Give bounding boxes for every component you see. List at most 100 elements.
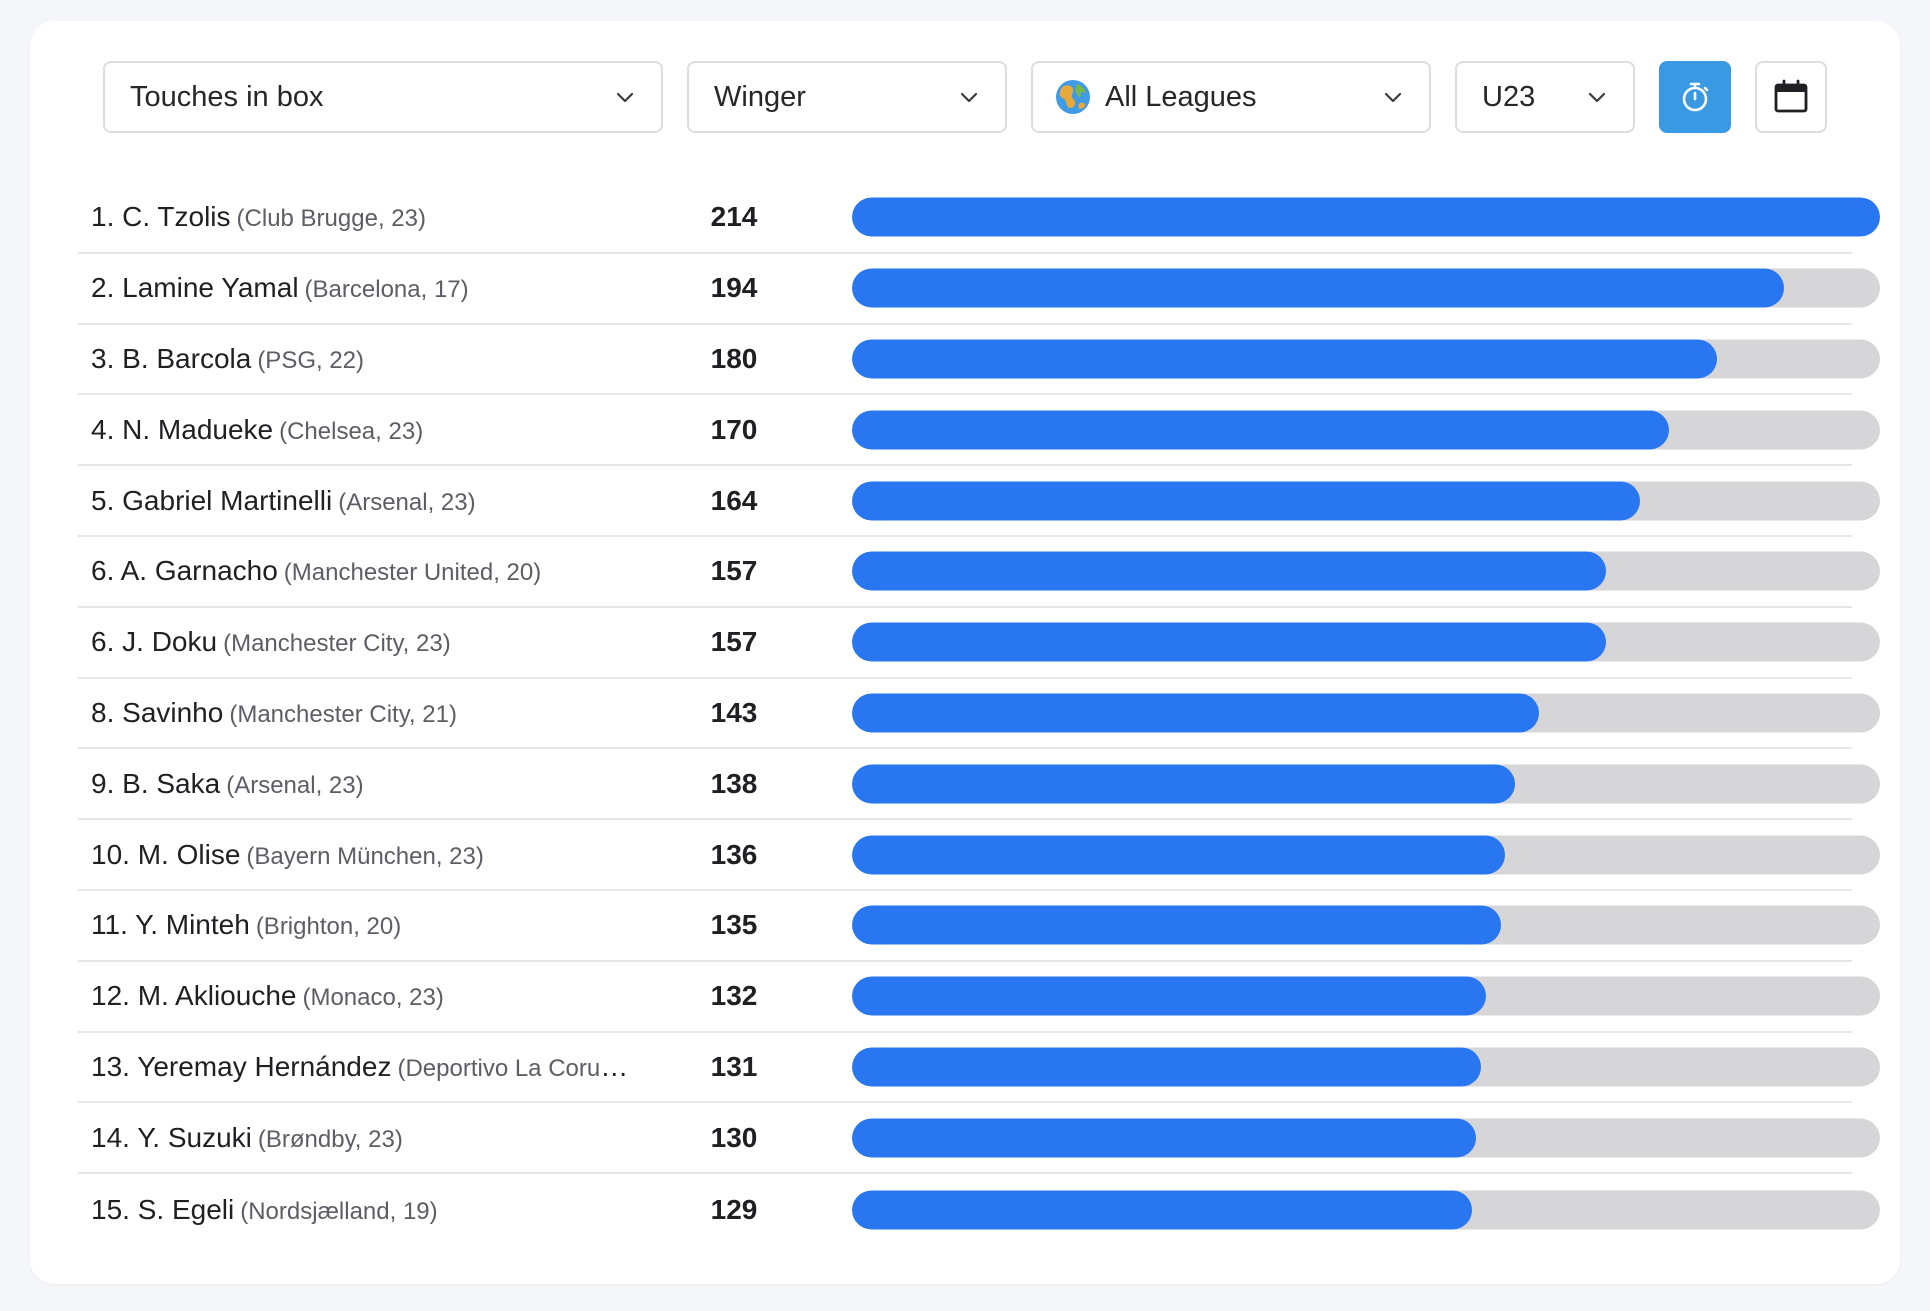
list-item[interactable]: 14. Y. Suzuki (Brøndby, 23) 130 (78, 1103, 1880, 1175)
stat-value: 132 (710, 980, 758, 1012)
list-item[interactable]: 9. B. Saka (Arsenal, 23) 138 (78, 749, 1880, 821)
list-item[interactable]: 6. J. Doku (Manchester City, 23) 157 (78, 608, 1880, 679)
player-name-text: Y. Minteh (135, 909, 250, 941)
stat-bar-fill (852, 268, 1784, 308)
stat-value: 138 (710, 767, 758, 799)
stat-bar-track (852, 197, 1880, 237)
chevron-down-icon (616, 92, 634, 103)
stat-value: 214 (710, 201, 758, 233)
list-item[interactable]: 12. M. Akliouche (Monaco, 23) 132 (78, 962, 1880, 1033)
age-select-label: U23 (1482, 80, 1536, 113)
player-rank: 10. (91, 838, 130, 870)
stat-bar-fill (852, 551, 1607, 591)
stat-bar-fill (852, 976, 1487, 1016)
chevron-down-icon (960, 92, 978, 103)
stat-bar-track (852, 339, 1880, 379)
chevron-down-icon (1384, 92, 1402, 103)
player-name-text: B. Saka (122, 767, 221, 799)
player-rank: 8. (91, 696, 115, 728)
stat-bar-fill (852, 622, 1607, 662)
list-item[interactable]: 2. Lamine Yamal (Barcelona, 17) 194 (78, 254, 1880, 325)
stat-value: 129 (710, 1193, 758, 1225)
player-club-age: (Club Brugge, 23) (236, 205, 426, 233)
metric-select[interactable]: Touches in box (103, 61, 663, 133)
stat-bar-fill (852, 1047, 1482, 1087)
player-club-age: (Bayern München, 23) (246, 842, 484, 870)
leaderboard-card: Touches in box Winger All Leagues (30, 21, 1900, 1284)
list-item[interactable]: 11. Y. Minteh (Brighton, 20) 135 (78, 891, 1880, 962)
list-item[interactable]: 15. S. Egeli (Nordsjælland, 19) 129 (78, 1174, 1880, 1245)
calendar-button[interactable] (1755, 61, 1827, 133)
list-item[interactable]: 3. B. Barcola (PSG, 22) 180 (78, 325, 1880, 396)
player-name: 5. Gabriel Martinelli (Arsenal, 23) (91, 485, 476, 517)
stat-value: 194 (710, 272, 758, 304)
stat-value: 157 (710, 626, 758, 658)
age-select[interactable]: U23 (1455, 61, 1635, 133)
list-item[interactable]: 1. C. Tzolis (Club Brugge, 23) 214 (78, 183, 1880, 254)
list-item[interactable]: 10. M. Olise (Bayern München, 23) 136 (78, 820, 1880, 891)
stat-bar-track (852, 268, 1880, 308)
player-club-age: (Brøndby, 23) (257, 1125, 403, 1153)
stat-bar-fill (852, 481, 1640, 521)
player-name: 10. M. Olise (Bayern München, 23) (91, 839, 484, 871)
player-club-age: (Arsenal, 23) (226, 771, 364, 799)
player-club-age: (Nordsjælland, 19) (240, 1197, 438, 1225)
player-name-text: Gabriel Martinelli (122, 484, 333, 516)
player-rank: 14. (91, 1121, 130, 1153)
player-rank: 2. (91, 272, 115, 304)
player-name-text: C. Tzolis (122, 201, 231, 233)
timer-button[interactable] (1659, 61, 1731, 133)
list-item[interactable]: 6. A. Garnacho (Manchester United, 20) 157 (78, 537, 1880, 608)
list-item[interactable]: 4. N. Madueke (Chelsea, 23) 170 (78, 395, 1880, 467)
player-rank: 4. (91, 413, 115, 445)
stat-bar-track (852, 835, 1880, 875)
stat-bar-fill (852, 905, 1501, 945)
stat-bar-track (852, 905, 1880, 945)
stat-value: 135 (710, 909, 758, 941)
stat-value: 143 (710, 696, 758, 728)
player-name: 2. Lamine Yamal (Barcelona, 17) (91, 272, 469, 304)
stat-bar-fill (852, 764, 1515, 804)
player-ranking-list: 1. C. Tzolis (Club Brugge, 23) 214 2. Lamin… (78, 183, 1880, 1245)
player-rank: 6. (91, 555, 115, 587)
player-club-age: (Manchester United, 20) (283, 559, 542, 587)
player-rank: 6. (91, 626, 115, 658)
list-item[interactable]: 13. Yeremay Hernández (Deportivo La Coruñ… (78, 1033, 1880, 1104)
stat-bar-track (852, 1118, 1880, 1158)
stat-bar-fill (852, 410, 1669, 450)
player-name: 1. C. Tzolis (Club Brugge, 23) (91, 201, 426, 233)
player-name-text: J. Doku (122, 626, 218, 658)
stat-bar-track (852, 1190, 1880, 1230)
stat-bar-track (852, 764, 1880, 804)
player-club-age: (Brighton, 20) (255, 913, 402, 941)
stat-bar-track (852, 693, 1880, 733)
stat-bar-track (852, 551, 1880, 591)
globe-icon (1056, 80, 1090, 114)
player-name-text: B. Barcola (122, 342, 252, 374)
stat-value: 170 (710, 413, 758, 445)
player-name: 8. Savinho (Manchester City, 21) (91, 697, 457, 729)
player-name-text: M. Olise (137, 838, 241, 870)
player-name: 9. B. Saka (Arsenal, 23) (91, 768, 364, 800)
stat-bar-track (852, 1047, 1880, 1087)
player-club-age: (Manchester City, 21) (229, 700, 457, 728)
player-club-age: (Manchester City, 23) (223, 630, 451, 658)
stat-bar-fill (852, 1190, 1472, 1230)
stat-bar-track (852, 481, 1880, 521)
player-name: 15. S. Egeli (Nordsjælland, 19) (91, 1194, 438, 1226)
league-select[interactable]: All Leagues (1031, 61, 1431, 133)
list-item[interactable]: 5. Gabriel Martinelli (Arsenal, 23) 164 (78, 466, 1880, 537)
stat-bar-fill (852, 835, 1506, 875)
stat-bar-track (852, 622, 1880, 662)
calendar-icon (1774, 79, 1808, 113)
player-club-age: (Deportivo La Coruña, 21) (397, 1054, 631, 1082)
player-rank: 5. (91, 484, 115, 516)
list-item[interactable]: 8. Savinho (Manchester City, 21) 143 (78, 679, 1880, 750)
player-name-text: Yeremay Hernández (137, 1050, 392, 1082)
position-select[interactable]: Winger (687, 61, 1007, 133)
stat-bar-track (852, 976, 1880, 1016)
position-select-label: Winger (714, 80, 806, 113)
player-club-age: (Monaco, 23) (302, 984, 444, 1012)
league-select-label: All Leagues (1105, 80, 1257, 113)
stat-bar-fill (852, 339, 1717, 379)
